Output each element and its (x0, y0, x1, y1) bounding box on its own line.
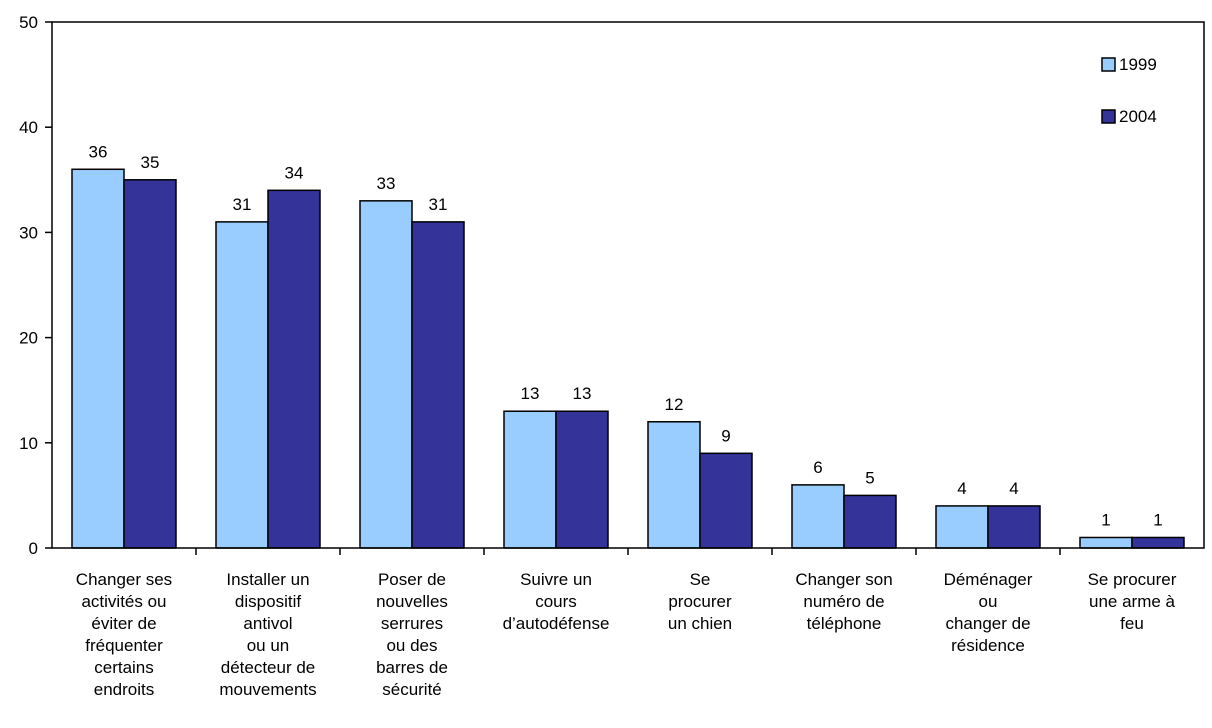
bar-1999-cat-4 (647, 421, 701, 549)
legend-label-2004: 2004 (1119, 107, 1157, 126)
y-tick-label: 0 (29, 539, 38, 558)
legend-swatch-1999 (1101, 57, 1116, 72)
category-label-line: numéro de (803, 592, 884, 611)
category-label-line: ou (979, 592, 998, 611)
category-label-6: Déménager ou changer de résidence (944, 570, 1033, 655)
category-label-line: dispositif (235, 592, 301, 611)
category-label-line: résidence (951, 636, 1025, 655)
category-label-line: téléphone (807, 614, 882, 633)
data-label-1999-cat-2: 33 (377, 174, 396, 193)
category-label-5: Changer son numéro de téléphone (795, 570, 892, 633)
y-tick-label: 20 (19, 329, 38, 348)
y-tick-label: 10 (19, 434, 38, 453)
category-label-line: Suivre un (520, 570, 592, 589)
category-label-line: mouvements (219, 680, 316, 699)
category-label-1: Installer un dispositif antivol ou un détect… (219, 570, 316, 699)
data-label-1999-cat-6: 4 (957, 479, 966, 498)
category-label-line: endroits (94, 680, 154, 699)
data-label-1999-cat-5: 6 (813, 458, 822, 477)
bar-2004-cat-3 (555, 410, 609, 549)
category-label-line: sécurité (382, 680, 442, 699)
data-label-2004-cat-3: 13 (573, 384, 592, 403)
category-label-line: une arme à (1089, 592, 1176, 611)
data-label-2004-cat-7: 1 (1153, 510, 1162, 529)
bar-2004-cat-7 (1131, 536, 1185, 549)
category-label-line: Changer ses (76, 570, 172, 589)
bar-1999-cat-6 (935, 505, 989, 549)
data-label-2004-cat-5: 5 (865, 468, 874, 487)
category-label-line: Se (690, 570, 711, 589)
bar-2004-cat-1 (267, 189, 321, 549)
bar-1999-cat-3 (503, 410, 557, 549)
category-label-line: Déménager (944, 570, 1033, 589)
bar-1999-cat-2 (359, 200, 413, 549)
category-label-line: changer de (945, 614, 1030, 633)
bar-2004-cat-0 (123, 179, 177, 549)
category-label-line: cours (535, 592, 577, 611)
category-label-7: Se procurer une arme à feu (1088, 570, 1177, 633)
data-label-1999-cat-1: 31 (233, 195, 252, 214)
bar-2004-cat-5 (843, 494, 897, 549)
category-label-line: un chien (668, 614, 732, 633)
category-label-line: éviter de (91, 614, 156, 633)
data-label-1999-cat-0: 36 (89, 142, 108, 161)
data-label-1999-cat-7: 1 (1101, 510, 1110, 529)
bar-1999-cat-5 (791, 484, 845, 549)
legend-swatch-2004 (1101, 109, 1116, 124)
data-label-1999-cat-4: 12 (665, 395, 684, 414)
y-tick-label: 40 (19, 118, 38, 137)
plot-frame (51, 21, 1205, 549)
data-label-2004-cat-2: 31 (429, 195, 448, 214)
y-tick-label: 30 (19, 223, 38, 242)
bar-2004-cat-2 (411, 221, 465, 549)
category-label-line: fréquenter (85, 636, 163, 655)
category-label-2: Poser de nouvelles serrures ou des barres de… (376, 570, 448, 699)
category-label-line: serrures (381, 614, 443, 633)
category-label-line: ou un (247, 636, 290, 655)
bar-2004-cat-4 (699, 452, 753, 549)
category-label-line: procurer (668, 592, 732, 611)
category-label-line: activités ou (81, 592, 166, 611)
category-label-line: nouvelles (376, 592, 448, 611)
legend-label-1999: 1999 (1119, 55, 1157, 74)
data-label-2004-cat-6: 4 (1009, 479, 1018, 498)
data-label-1999-cat-3: 13 (521, 384, 540, 403)
category-label-line: feu (1120, 614, 1144, 633)
category-label-line: d’autodéfense (503, 614, 610, 633)
data-label-2004-cat-0: 35 (141, 153, 160, 172)
category-label-line: Se procurer (1088, 570, 1177, 589)
bar-2004-cat-6 (987, 505, 1041, 549)
bar-1999-cat-0 (71, 168, 125, 549)
category-label-line: Installer un (226, 570, 309, 589)
category-label-0: Changer ses activités ou éviter de fréquent… (76, 570, 172, 699)
category-label-4: Se procurer un chien (668, 570, 732, 633)
category-label-line: Changer son (795, 570, 892, 589)
bar-1999-cat-1 (215, 221, 269, 549)
category-label-line: antivol (243, 614, 292, 633)
category-label-line: détecteur de (221, 658, 316, 677)
bar-1999-cat-7 (1079, 536, 1133, 549)
category-label-line: Poser de (378, 570, 446, 589)
category-label-3: Suivre un cours d’autodéfense (503, 570, 610, 633)
category-label-line: ou des (386, 636, 437, 655)
data-label-2004-cat-1: 34 (285, 163, 304, 182)
category-label-line: certains (94, 658, 154, 677)
data-label-2004-cat-4: 9 (721, 426, 730, 445)
category-label-line: barres de (376, 658, 448, 677)
y-tick-label: 50 (19, 13, 38, 32)
